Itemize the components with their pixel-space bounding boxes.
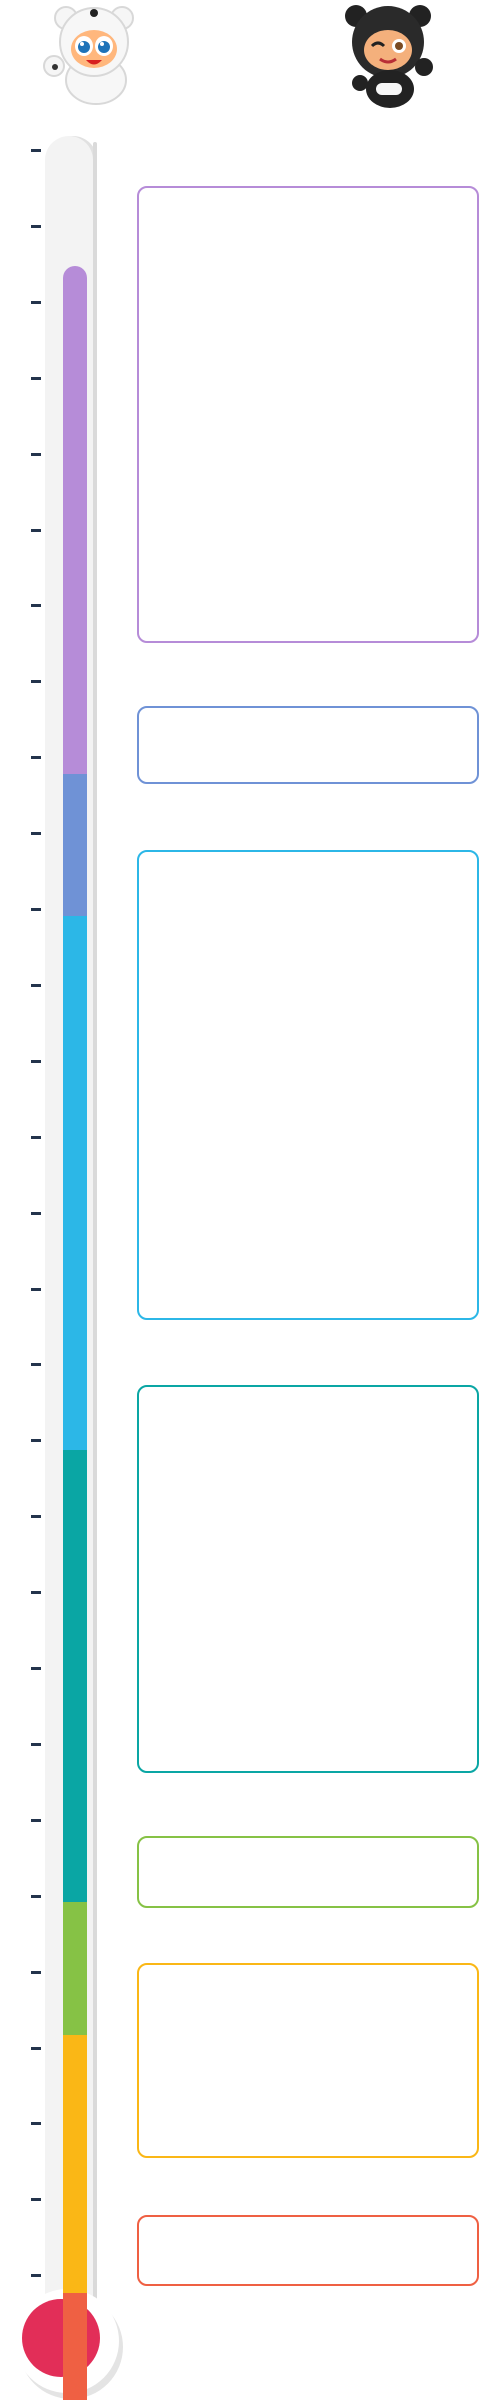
- thermometer-segment-teal: [63, 1450, 87, 1902]
- thermometer-tick: [31, 149, 41, 152]
- thermometer-tick: [31, 2122, 41, 2126]
- thermometer: [15, 124, 119, 2400]
- thermometer-tick: [31, 1059, 41, 1063]
- thermometer-tick: [31, 1135, 41, 1139]
- thermometer-tick: [31, 1667, 41, 1670]
- thermometer-tick: [31, 908, 41, 911]
- thermometer-bulb: [22, 2299, 100, 2377]
- white-bear-mascot-icon: [38, 0, 150, 112]
- timeline-box-purple: [137, 186, 479, 643]
- thermometer-tick: [31, 1591, 41, 1595]
- thermometer-tick: [31, 832, 41, 836]
- thermometer-tick: [31, 756, 41, 760]
- thermometer-tick: [31, 224, 41, 228]
- thermometer-segment-green: [63, 1902, 87, 2035]
- thermometer-tick: [31, 2046, 41, 2050]
- timeline-box-orange: [137, 2215, 479, 2286]
- thermometer-tick: [31, 1970, 41, 1974]
- thermometer-tick: [31, 376, 41, 380]
- thermometer-tick: [31, 1287, 41, 1291]
- thermometer-tick: [31, 680, 41, 684]
- thermometer-tick: [31, 604, 41, 608]
- black-bear-mascot-icon: [332, 0, 444, 112]
- thermometer-segment-blue: [63, 774, 87, 916]
- thermometer-tick: [31, 1818, 41, 1822]
- timeline-box-blue: [137, 706, 479, 784]
- timeline-box-sky: [137, 850, 479, 1320]
- thermometer-tick: [31, 1894, 41, 1898]
- thermometer-tick: [31, 1363, 41, 1367]
- thermometer-tick: [31, 983, 41, 987]
- thermometer-segment-sky: [63, 916, 87, 1450]
- timeline-box-teal: [137, 1385, 479, 1773]
- thermometer-tick: [31, 2274, 41, 2278]
- thermometer-tick: [31, 1742, 41, 1746]
- thermometer-tick: [31, 1515, 41, 1519]
- thermometer-tick: [31, 528, 41, 532]
- thermometer-segment-purple: [63, 266, 87, 774]
- timeline-box-green: [137, 1836, 479, 1908]
- thermometer-segment-yellow: [63, 2035, 87, 2293]
- thermometer-tick: [31, 452, 41, 456]
- thermometer-segment-orange: [63, 2293, 87, 2400]
- thermometer-tube-line: [93, 142, 97, 2302]
- thermometer-tick: [31, 300, 41, 304]
- timeline-box-yellow: [137, 1963, 479, 2158]
- thermometer-tick: [31, 1211, 41, 1215]
- thermometer-tick: [31, 2198, 41, 2202]
- thermometer-tick: [31, 1439, 41, 1443]
